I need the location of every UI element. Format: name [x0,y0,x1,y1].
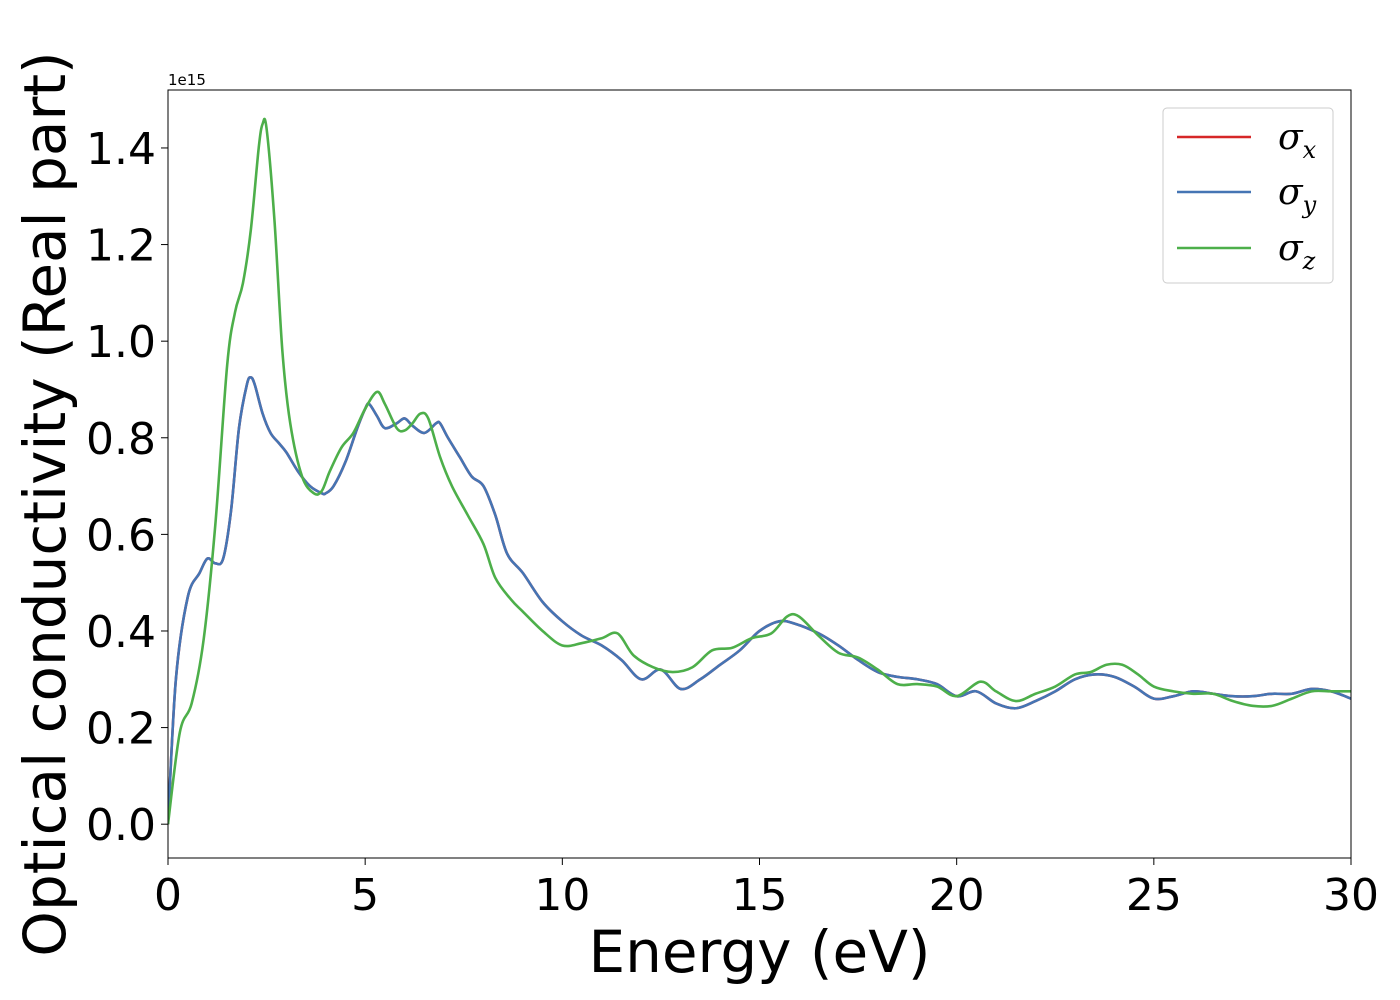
y-tick-label: 0.0 [86,800,156,851]
y-axis-ticks: 0.0 0.2 0.4 0.6 0.8 1.0 1.2 1.4 [86,124,168,851]
y-tick-label: 1.2 [86,221,156,272]
x-tick-label: 15 [732,870,788,921]
x-tick-label: 20 [929,870,985,921]
x-tick-label: 30 [1323,870,1379,921]
series-line-z [168,117,1351,825]
y-tick-label: 0.6 [86,510,156,561]
y-tick-label: 1.0 [86,317,156,368]
series-line-y [168,376,1351,825]
x-tick-label: 0 [154,870,182,921]
y-tick-label: 1.4 [86,124,156,175]
legend-box [1162,107,1334,284]
x-tick-label: 5 [351,870,379,921]
y-tick-label: 0.4 [86,607,156,658]
x-tick-label: 10 [534,870,590,921]
legend-label-x: σx [1278,117,1317,164]
legend-label-y: σy [1278,172,1317,219]
series-line-x [168,376,1351,825]
legend-label-z: σz [1278,228,1316,275]
x-tick-label: 25 [1126,870,1182,921]
x-axis-ticks: 0 5 10 15 20 25 30 [154,858,1379,921]
legend: σx σy σz [1162,107,1334,284]
y-axis-title: Optical conductivity (Real part) [11,51,79,956]
y-tick-label: 0.8 [86,414,156,465]
y-tick-label: 0.2 [86,704,156,755]
series-layer [168,117,1351,825]
y-axis-offset-label: 1e15 [168,71,206,89]
x-axis-title: Energy (eV) [588,918,930,986]
